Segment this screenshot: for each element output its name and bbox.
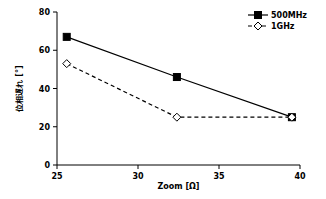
x-tick-label: 25 bbox=[51, 172, 63, 181]
y-tick-label: 60 bbox=[39, 46, 51, 55]
x-tick-label: 30 bbox=[132, 172, 144, 181]
y-tick-label: 80 bbox=[39, 8, 51, 17]
point bbox=[173, 113, 181, 121]
legend-marker bbox=[255, 12, 262, 19]
y-tick bbox=[53, 126, 57, 127]
y-tick bbox=[53, 12, 57, 13]
x-tick-label: 40 bbox=[294, 172, 306, 181]
legend-marker bbox=[254, 22, 262, 30]
series-line bbox=[67, 37, 292, 117]
point bbox=[288, 114, 295, 121]
y-tick-label: 20 bbox=[39, 123, 51, 132]
y-tick bbox=[53, 88, 57, 89]
x-tick bbox=[219, 165, 220, 169]
legend-label: 1GHz bbox=[271, 22, 295, 31]
point bbox=[63, 60, 71, 68]
y-tick bbox=[53, 165, 57, 166]
plot-area bbox=[63, 33, 296, 121]
x-axis-label: Zoom [Ω] bbox=[157, 182, 199, 191]
point bbox=[173, 74, 180, 81]
legend: 500MHz 1GHz bbox=[248, 11, 307, 31]
y-tick-label: 40 bbox=[39, 85, 51, 94]
y-axis-label: 位相遅れ [°] bbox=[15, 65, 24, 112]
x-tick bbox=[300, 165, 301, 169]
x-tick bbox=[57, 165, 58, 169]
point bbox=[288, 113, 296, 121]
y-tick-label: 0 bbox=[44, 161, 50, 170]
x-tick-label: 35 bbox=[213, 172, 225, 181]
x-tick bbox=[138, 165, 139, 169]
x-axis bbox=[57, 165, 300, 166]
series-line bbox=[67, 64, 292, 118]
y-tick bbox=[53, 50, 57, 51]
legend-label: 500MHz bbox=[271, 11, 307, 20]
point bbox=[63, 33, 70, 40]
chart: 0 20 40 60 80 25 30 35 40 Zoom [Ω] 位相遅れ [°] 500MHz 1… bbox=[0, 0, 326, 199]
